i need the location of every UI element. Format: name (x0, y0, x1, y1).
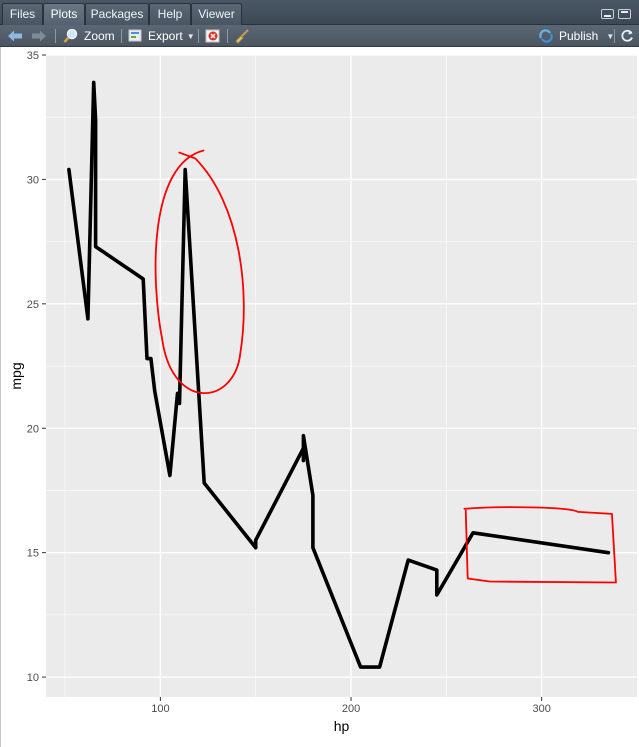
publish-icon (539, 29, 553, 43)
toolbar-separator (227, 29, 228, 43)
red-ellipse-annotation (154, 149, 245, 395)
zoom-icon (63, 28, 78, 43)
publish-button[interactable]: Publish ▼ (538, 25, 614, 47)
chevron-down-icon: ▼ (186, 31, 195, 41)
arrow-left-icon (8, 30, 22, 42)
tab-plots[interactable]: Plots (43, 3, 85, 25)
toolbar-separator (614, 29, 615, 43)
export-label: Export (148, 29, 183, 43)
minimize-pane-icon[interactable] (601, 9, 614, 19)
broom-icon (235, 29, 249, 44)
y-tick-label: 10 (27, 672, 39, 684)
pane-tab-bar: Files Plots Packages Help Viewer (0, 0, 639, 25)
arrow-right-icon (32, 30, 46, 42)
back-button[interactable] (7, 25, 23, 47)
tab-packages[interactable]: Packages (85, 3, 149, 25)
x-tick-label: 100 (151, 703, 169, 715)
plot-viewer: 100 200 300 10 15 20 25 30 35 hp mpg (0, 47, 639, 747)
publish-label: Publish (559, 29, 599, 43)
plot-panel (46, 55, 637, 697)
toolbar-separator (121, 29, 122, 43)
refresh-icon (621, 29, 633, 42)
x-axis-title: hp (334, 718, 350, 734)
red-rectangle-annotation (463, 506, 617, 584)
refresh-button[interactable] (620, 25, 634, 47)
x-tick-label: 300 (532, 703, 550, 715)
zoom-label: Zoom (84, 29, 115, 43)
y-tick-label: 20 (27, 423, 39, 435)
remove-plot-icon (205, 29, 220, 43)
clear-plots-button[interactable] (234, 25, 250, 47)
tab-files[interactable]: Files (2, 3, 43, 25)
y-tick-label: 35 (27, 50, 39, 62)
y-tick-label: 30 (27, 174, 39, 186)
remove-plot-button[interactable] (205, 25, 221, 47)
zoom-button[interactable]: Zoom (63, 25, 115, 47)
chevron-down-icon: ▼ (606, 31, 615, 41)
toolbar-separator (198, 29, 199, 43)
forward-button[interactable] (31, 25, 47, 47)
export-icon (128, 29, 142, 42)
x-tick-label: 200 (342, 703, 360, 715)
plots-toolbar: Zoom Export ▼ Publish ▼ (0, 25, 639, 47)
y-axis-title: mpg (8, 362, 24, 389)
toolbar-separator (55, 29, 56, 43)
y-tick-label: 15 (27, 548, 39, 560)
tab-help[interactable]: Help (149, 3, 191, 25)
tab-viewer[interactable]: Viewer (191, 3, 242, 25)
ggplot-line-chart: 100 200 300 10 15 20 25 30 35 hp mpg (8, 50, 637, 734)
export-button[interactable]: Export ▼ (128, 25, 195, 47)
maximize-pane-icon[interactable] (618, 9, 631, 19)
y-tick-label: 25 (27, 299, 39, 311)
